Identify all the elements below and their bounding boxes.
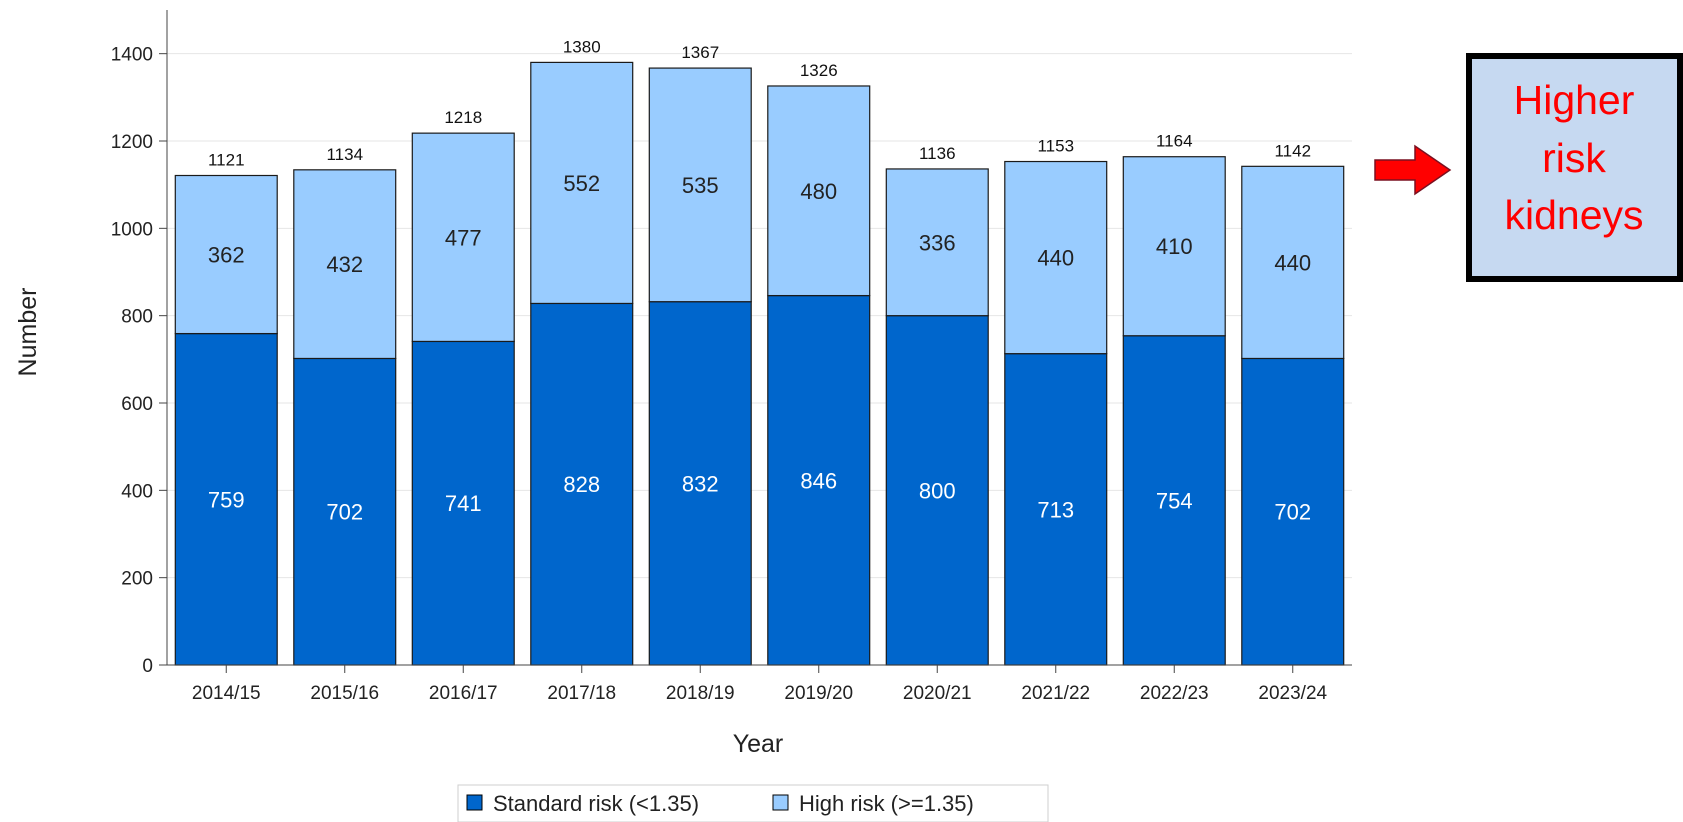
- legend-swatch-standard-risk: [466, 794, 483, 811]
- x-tick-label: 2023/24: [1258, 683, 1327, 704]
- bar-standard-risk: [885, 315, 989, 666]
- data-label-high-risk: 477: [445, 225, 482, 250]
- data-label-high-risk: 440: [1037, 246, 1074, 271]
- total-label: 1121: [208, 150, 245, 169]
- data-label-standard-risk: 702: [326, 500, 363, 525]
- y-tick-label: 400: [121, 481, 153, 502]
- total-label: 1142: [1274, 141, 1311, 160]
- bar-standard-risk: [767, 294, 871, 666]
- y-tick-label: 200: [121, 569, 153, 590]
- data-label-high-risk: 480: [800, 179, 837, 204]
- x-tick-label: 2020/21: [903, 683, 972, 704]
- total-label: 1136: [919, 144, 956, 163]
- data-label-high-risk: 410: [1156, 234, 1193, 259]
- legend: Standard risk (<1.35) High risk (>=1.35): [457, 784, 1049, 822]
- bar-standard-risk: [411, 340, 515, 666]
- total-label: 1134: [326, 145, 363, 164]
- bar-high-risk: [1122, 156, 1226, 337]
- total-label: 1153: [1037, 137, 1074, 156]
- x-tick-label: 2016/17: [429, 683, 498, 704]
- y-tick-label: 1400: [111, 45, 153, 66]
- bar-high-risk: [648, 67, 752, 303]
- x-tick-label: 2022/23: [1140, 683, 1209, 704]
- bar-high-risk: [530, 61, 634, 305]
- data-label-high-risk: 535: [682, 173, 719, 198]
- y-axis-title: Number: [14, 288, 42, 377]
- total-label: 1380: [563, 37, 601, 56]
- bar-high-risk: [767, 85, 871, 297]
- bar-high-risk: [411, 132, 515, 343]
- legend-label-high-risk: High risk (>=1.35): [799, 791, 974, 816]
- y-tick-label: 0: [142, 656, 153, 677]
- bar-standard-risk: [293, 357, 397, 666]
- higher-risk-callout: Higher risk kidneys: [1374, 53, 1683, 282]
- x-tick-label: 2021/22: [1021, 683, 1090, 704]
- bars: [174, 61, 1345, 666]
- bar-high-risk: [293, 169, 397, 360]
- x-tick-label: 2014/15: [192, 683, 261, 704]
- x-tick-label: 2018/19: [666, 683, 735, 704]
- data-label-standard-risk: 846: [800, 468, 837, 493]
- y-tick-label: 800: [121, 307, 153, 328]
- y-tick-label: 1200: [111, 132, 153, 153]
- total-label: 1164: [1156, 132, 1193, 151]
- bar-standard-risk: [1122, 335, 1226, 666]
- legend-label-standard-risk: Standard risk (<1.35): [493, 791, 699, 816]
- bar-standard-risk: [1241, 357, 1345, 666]
- data-label-high-risk: 336: [919, 230, 956, 255]
- bar-high-risk: [174, 174, 278, 335]
- x-axis-title: Year: [733, 730, 784, 758]
- legend-swatch-high-risk: [772, 794, 789, 811]
- callout-box: [1466, 53, 1683, 282]
- total-label: 1326: [800, 61, 838, 80]
- data-label-high-risk: 440: [1274, 250, 1311, 275]
- x-tick-label: 2015/16: [310, 683, 379, 704]
- total-label: 1367: [681, 43, 719, 62]
- x-tick-label: 2017/18: [547, 683, 616, 704]
- bar-standard-risk: [648, 301, 752, 666]
- data-label-standard-risk: 741: [445, 491, 482, 516]
- data-label-standard-risk: 754: [1156, 488, 1193, 513]
- data-label-standard-risk: 713: [1037, 497, 1074, 522]
- labels: 0 200 400 600 800 1000 1200 1400 759 362 1121 2014/…: [111, 37, 1328, 704]
- data-label-standard-risk: 759: [208, 487, 245, 512]
- right-arrow-icon: [1374, 144, 1452, 196]
- data-label-standard-risk: 702: [1274, 500, 1311, 525]
- bar-standard-risk: [530, 302, 634, 666]
- axes: [159, 10, 1352, 673]
- bar-high-risk: [1004, 160, 1108, 355]
- callout-line-1: Higher: [1514, 77, 1635, 123]
- bar-high-risk: [1241, 165, 1345, 360]
- data-label-high-risk: 362: [208, 243, 245, 268]
- data-label-standard-risk: 800: [919, 478, 956, 503]
- y-tick-label: 1000: [111, 219, 153, 240]
- total-label: 1218: [444, 108, 482, 127]
- x-tick-label: 2019/20: [784, 683, 853, 704]
- data-label-standard-risk: 828: [563, 472, 600, 497]
- data-label-standard-risk: 832: [682, 471, 719, 496]
- callout-line-3: kidneys: [1504, 192, 1643, 238]
- legend-box: [457, 784, 1049, 822]
- bar-high-risk: [885, 168, 989, 317]
- callout-line-2: risk: [1542, 135, 1606, 181]
- data-label-high-risk: 432: [326, 252, 363, 277]
- bar-standard-risk: [1004, 353, 1108, 666]
- data-label-high-risk: 552: [563, 171, 600, 196]
- y-tick-label: 600: [121, 394, 153, 415]
